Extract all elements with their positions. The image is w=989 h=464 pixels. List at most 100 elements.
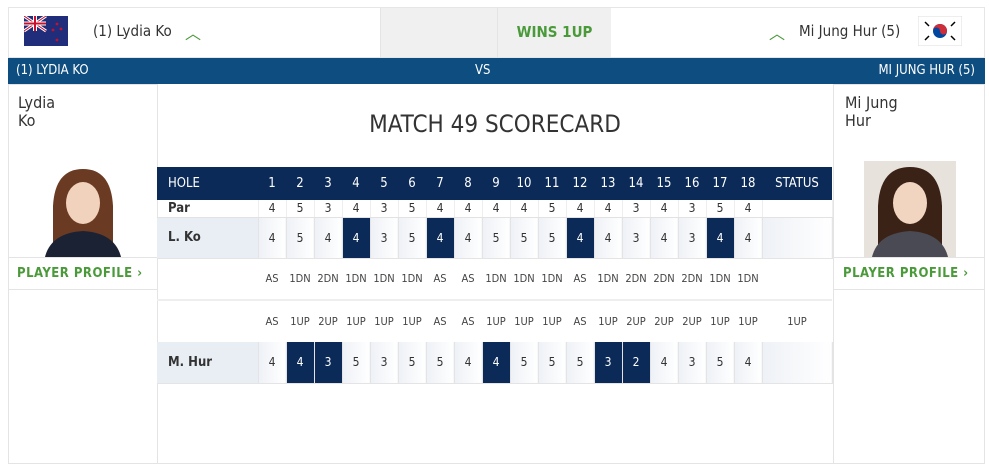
player-status-cell xyxy=(762,217,833,259)
hole-number: 15 xyxy=(650,167,678,200)
match-status-cell: 2DN xyxy=(314,258,342,301)
par-cell: 4 xyxy=(734,200,763,218)
score-cell: 4 xyxy=(258,342,287,384)
par-cell: 3 xyxy=(678,200,707,218)
match-status-cell: 1DN xyxy=(342,258,370,301)
par-label: Par xyxy=(157,200,259,218)
par-cell: 4 xyxy=(594,200,623,218)
par-cell: 4 xyxy=(650,200,679,218)
match-status-cell: 1DN xyxy=(398,258,426,301)
score-cell: 3 xyxy=(370,217,399,259)
vs-right-player: MI JUNG HUR (5) xyxy=(878,63,975,78)
table-row: AS 1UP 2UP 1UP 1UP 1UP AS AS 1UP 1UP 1UP AS 1UP 2UP 2U… xyxy=(157,300,832,342)
hole-number: 10 xyxy=(510,167,538,200)
score-cell: 3 xyxy=(678,342,707,384)
score-cell: 5 xyxy=(426,342,455,384)
score-cell: 4 xyxy=(426,217,455,259)
player-label: M. Hur xyxy=(157,342,259,384)
hole-number: 16 xyxy=(678,167,706,200)
score-cell: 4 xyxy=(706,217,735,259)
score-cell: 4 xyxy=(454,342,483,384)
match-status-cell: 1UP xyxy=(374,315,394,328)
score-cell: 5 xyxy=(342,342,371,384)
hole-number: 3 xyxy=(314,167,342,200)
player-profile-link[interactable]: PLAYER PROFILE › xyxy=(843,266,969,281)
score-cell: 4 xyxy=(286,342,315,384)
score-cell: 5 xyxy=(398,342,427,384)
par-cell: 4 xyxy=(258,200,287,218)
left-player-name[interactable]: (1) Lydia Ko xyxy=(93,22,172,40)
match-status-cell: AS xyxy=(461,315,475,328)
right-player-panel: Mi Jung Hur PLAYER PROFILE › xyxy=(833,84,985,464)
match-header: (1) Lydia Ko ︿ WINS 1UP ︿ Mi Jung Hur (5… xyxy=(8,7,985,58)
chevron-up-icon[interactable]: ︿ xyxy=(769,24,786,43)
player-first-name: Lydia xyxy=(18,93,56,112)
profile-row xyxy=(834,257,984,290)
hole-number: 7 xyxy=(426,167,454,200)
score-cell: 4 xyxy=(650,217,679,259)
hole-number: 11 xyxy=(538,167,566,200)
hole-number: 14 xyxy=(622,167,650,200)
hole-number: 18 xyxy=(734,167,762,200)
par-cell: 4 xyxy=(566,200,595,218)
hole-number: 8 xyxy=(454,167,482,200)
hole-number: 2 xyxy=(286,167,314,200)
right-player-name[interactable]: Mi Jung Hur (5) xyxy=(799,22,901,40)
score-cell: 4 xyxy=(258,217,287,259)
score-cell: 4 xyxy=(566,217,595,259)
par-cell: 3 xyxy=(370,200,399,218)
par-cell: 4 xyxy=(454,200,483,218)
player-profile-label[interactable]: PLAYER PROFILE xyxy=(17,266,133,281)
score-cell: 3 xyxy=(370,342,399,384)
match-status-cell: AS xyxy=(265,315,279,328)
hole-number: 5 xyxy=(370,167,398,200)
match-status-cell: AS xyxy=(258,258,286,301)
blank-cell xyxy=(157,300,258,342)
score-cell: 5 xyxy=(482,217,511,259)
hole-number: 9 xyxy=(482,167,510,200)
match-status-cell: AS xyxy=(566,258,594,301)
hole-number: 6 xyxy=(398,167,426,200)
par-cell: 4 xyxy=(342,200,371,218)
player-profile-link[interactable]: PLAYER PROFILE › xyxy=(17,266,143,281)
player-first-name: Mi Jung xyxy=(845,93,898,112)
hole-number: 17 xyxy=(706,167,734,200)
match-status-cell: 1DN xyxy=(482,258,510,301)
hole-number: 13 xyxy=(594,167,622,200)
match-status-cell: 1UP xyxy=(514,315,534,328)
scorecard-title: MATCH 49 SCORECARD xyxy=(369,110,621,138)
vs-label: VS xyxy=(475,63,491,78)
match-status-cell: 1UP xyxy=(346,315,366,328)
match-status-cell: 2UP xyxy=(318,315,338,328)
match-status-cell: 1DN xyxy=(538,258,566,301)
par-status-cell xyxy=(762,200,833,218)
match-status-cell: 1UP xyxy=(598,315,618,328)
player-last-name: Hur xyxy=(845,111,871,130)
chevron-up-icon[interactable]: ︿ xyxy=(185,24,202,43)
ko-final-status xyxy=(762,258,832,301)
score-cell: 3 xyxy=(314,342,343,384)
score-cell: 5 xyxy=(538,217,567,259)
blank-cell xyxy=(157,258,258,301)
player-label: L. Ko xyxy=(157,217,259,259)
score-cell: 5 xyxy=(398,217,427,259)
score-cell: 4 xyxy=(594,217,623,259)
par-cell: 5 xyxy=(706,200,735,218)
left-player-panel: Lydia Ko PLAYER PROFILE › xyxy=(8,84,158,464)
table-row: HOLE 1 2 3 4 5 6 7 8 9 10 11 12 13 14 15 16 17 18 STATUS xyxy=(157,167,832,200)
par-cell: 5 xyxy=(538,200,567,218)
score-cell: 2 xyxy=(622,342,651,384)
player-photo[interactable] xyxy=(37,161,129,257)
match-status-cell: 2DN xyxy=(678,258,706,301)
player-status-cell xyxy=(762,342,833,384)
player-profile-label[interactable]: PLAYER PROFILE xyxy=(843,266,959,281)
player-last-name: Ko xyxy=(18,111,36,130)
player-photo[interactable] xyxy=(864,161,956,257)
profile-row xyxy=(9,257,157,290)
table-row: M. Hur 4 4 3 5 3 5 5 4 4 5 5 5 3 2 4 3 5 4 xyxy=(157,342,833,384)
vs-bar: (1) LYDIA KO VS MI JUNG HUR (5) xyxy=(8,58,985,84)
chevron-right-icon: › xyxy=(963,266,969,281)
hole-number: 4 xyxy=(342,167,370,200)
score-cell: 3 xyxy=(594,342,623,384)
new-zealand-flag-icon xyxy=(24,16,68,46)
